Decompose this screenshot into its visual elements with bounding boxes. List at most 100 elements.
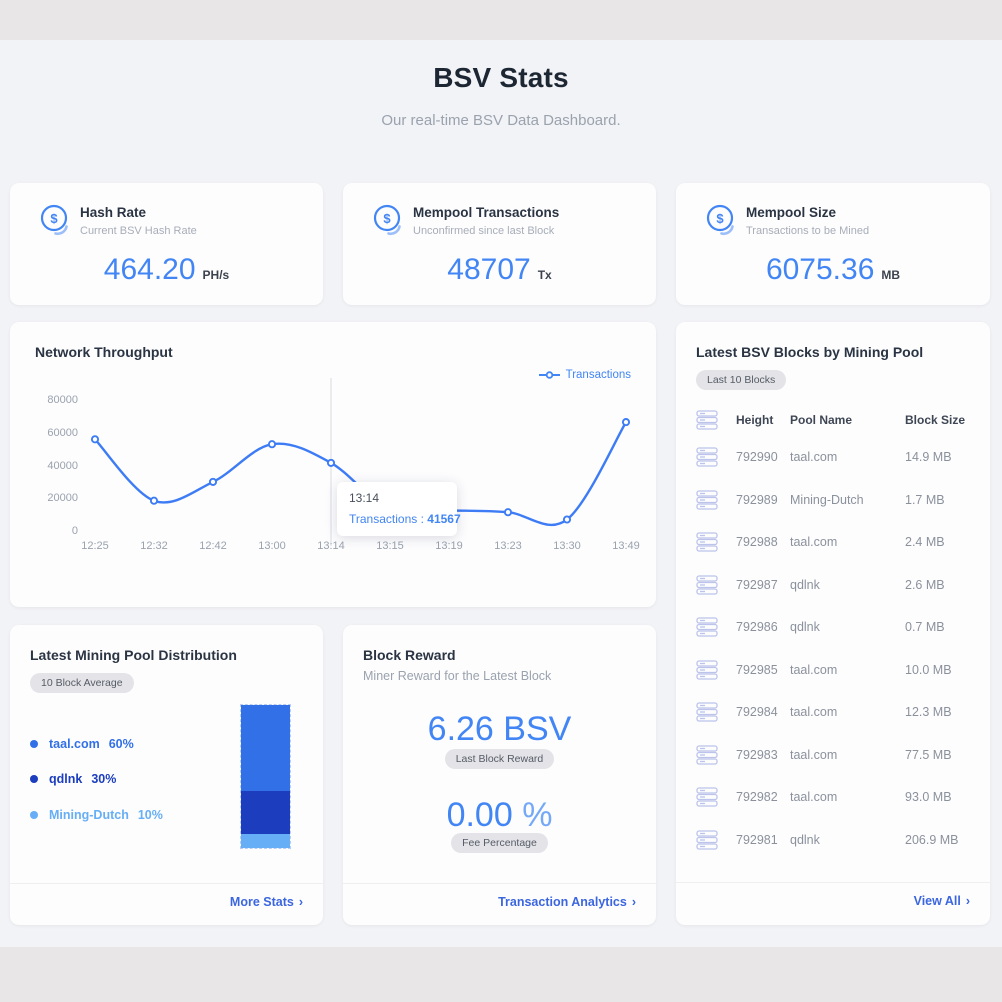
database-icon — [696, 745, 718, 765]
database-icon — [696, 617, 718, 637]
bottom-strip — [0, 947, 1002, 1002]
chevron-right-icon: › — [965, 894, 970, 908]
data-point[interactable] — [90, 435, 100, 444]
data-point[interactable] — [562, 515, 572, 524]
more-stats-link[interactable]: More Stats › — [229, 895, 303, 909]
legend-transactions[interactable]: Transactions — [538, 369, 631, 381]
legend-label: Transactions — [565, 369, 631, 381]
table-header: Height Pool Name Block Size — [696, 408, 972, 432]
table-row: 792981 qdlnk 206.9 MB — [696, 819, 972, 862]
svg-text:$: $ — [383, 211, 391, 226]
pool-name: qdlnk — [790, 577, 820, 592]
block-reward-card: Block Reward Miner Reward for the Latest… — [343, 625, 656, 925]
reward-badge: Last Block Reward — [444, 749, 555, 769]
legend-item[interactable]: qdlnk 30% — [30, 762, 163, 798]
block-size: 2.4 MB — [905, 535, 945, 550]
pool-name: qdlnk — [790, 620, 820, 635]
block-height: 792988 — [736, 535, 778, 550]
mempool-size-unit: MB — [881, 268, 901, 282]
distribution-badge: 10 Block Average — [30, 673, 134, 693]
table-row: 792982 taal.com 93.0 MB — [696, 776, 972, 819]
pool-name: Mining-Dutch — [790, 492, 864, 507]
page-title: BSV Stats — [433, 62, 569, 93]
pool-name: taal.com — [790, 535, 838, 550]
database-icon — [696, 575, 718, 595]
stat-title: Hash Rate — [80, 205, 147, 220]
tooltip-value: Transactions : 41567 — [349, 512, 461, 526]
pool-name: taal.com — [790, 662, 838, 677]
fee-badge: Fee Percentage — [451, 833, 548, 853]
x-tick-label: 13:49 — [612, 540, 640, 552]
data-point[interactable] — [503, 508, 513, 517]
column-block-size: Block Size — [905, 413, 966, 427]
x-tick-label: 13:15 — [376, 540, 404, 552]
database-icon — [696, 787, 718, 807]
pool-name: taal.com — [790, 450, 838, 465]
block-size: 77.5 MB — [905, 747, 952, 762]
data-point[interactable] — [208, 477, 218, 486]
table-row: 792985 taal.com 10.0 MB — [696, 649, 972, 692]
svg-text:$: $ — [716, 211, 724, 226]
table-row: 792990 taal.com 14.9 MB — [696, 436, 972, 479]
stat-subtitle: Transactions to be Mined — [746, 225, 870, 237]
x-tick-label: 13:23 — [494, 540, 522, 552]
pool-name: taal.com — [790, 747, 838, 762]
block-size: 0.7 MB — [905, 620, 945, 635]
table-row: 792988 taal.com 2.4 MB — [696, 521, 972, 564]
database-icon — [696, 447, 718, 467]
legend-dot-icon — [30, 775, 38, 784]
y-tick-label: 80000 — [47, 394, 78, 406]
bar-segment-taal-com — [241, 705, 290, 791]
blocks-rows: 792990 taal.com 14.9 MB 792989 Mining-Dutch 1… — [696, 436, 972, 861]
x-tick-label: 12:25 — [81, 540, 109, 552]
pool-distribution-card: Latest Mining Pool Distribution 10 Block… — [10, 625, 323, 925]
data-point[interactable] — [326, 458, 336, 467]
database-icon — [696, 410, 718, 430]
y-tick-label: 40000 — [47, 459, 78, 472]
legend-item[interactable]: taal.com 60% — [30, 726, 163, 762]
database-icon — [696, 830, 718, 850]
chevron-right-icon: › — [631, 895, 636, 909]
data-point[interactable] — [621, 418, 631, 427]
x-axis-labels: 12:25 12:32 12:42 13:00 13:14 13:15 13:19 13:23… — [81, 540, 640, 554]
database-icon — [696, 702, 718, 722]
legend-item[interactable]: Mining-Dutch 10% — [30, 797, 163, 833]
x-tick-label: 13:30 — [553, 540, 581, 552]
database-icon — [696, 660, 718, 680]
block-reward-subtitle: Miner Reward for the Latest Block — [363, 669, 552, 683]
network-throughput-card: Network Throughput Transactions 80000 600… — [10, 322, 656, 607]
bar-segment-qdlnk — [241, 790, 290, 834]
transaction-analytics-link[interactable]: Transaction Analytics › — [498, 895, 636, 909]
coin-dollar-icon: $ — [40, 204, 68, 236]
block-size: 206.9 MB — [905, 832, 959, 847]
stat-subtitle: Current BSV Hash Rate — [80, 225, 197, 237]
stat-card-hash-rate: $ Hash Rate Current BSV Hash Rate 464.20… — [10, 183, 323, 305]
blocks-badge: Last 10 Blocks — [696, 370, 787, 390]
divider — [676, 882, 990, 883]
database-icon — [696, 490, 718, 510]
mempool-tx-unit: Tx — [537, 268, 552, 282]
mempool-tx-value: 48707 — [447, 253, 531, 286]
view-all-link[interactable]: View All › — [913, 894, 970, 908]
column-height: Height — [736, 413, 774, 427]
stat-subtitle: Unconfirmed since last Block — [413, 225, 555, 237]
coin-dollar-icon: $ — [373, 204, 401, 236]
coin-dollar-icon: $ — [706, 204, 734, 236]
legend-pool-percent: 60% — [108, 736, 134, 751]
data-point[interactable] — [149, 496, 159, 505]
block-size: 2.6 MB — [905, 577, 945, 592]
x-tick-label: 13:14 — [317, 540, 345, 552]
distribution-title: Latest Mining Pool Distribution — [30, 647, 237, 663]
mempool-size-value: 6075.36 — [765, 253, 875, 286]
legend-dot-icon — [30, 810, 38, 819]
fee-percentage-value: 0.00 % — [446, 796, 553, 834]
block-height: 792985 — [736, 662, 778, 677]
hash-rate-value: 464.20 — [103, 253, 196, 286]
data-point[interactable] — [267, 440, 277, 449]
stat-card-mempool-transactions: $ Mempool Transactions Unconfirmed since… — [343, 183, 656, 305]
top-strip — [0, 0, 1002, 40]
divider — [343, 883, 656, 884]
block-size: 93.0 MB — [905, 790, 952, 805]
pool-name: qdlnk — [790, 832, 820, 847]
